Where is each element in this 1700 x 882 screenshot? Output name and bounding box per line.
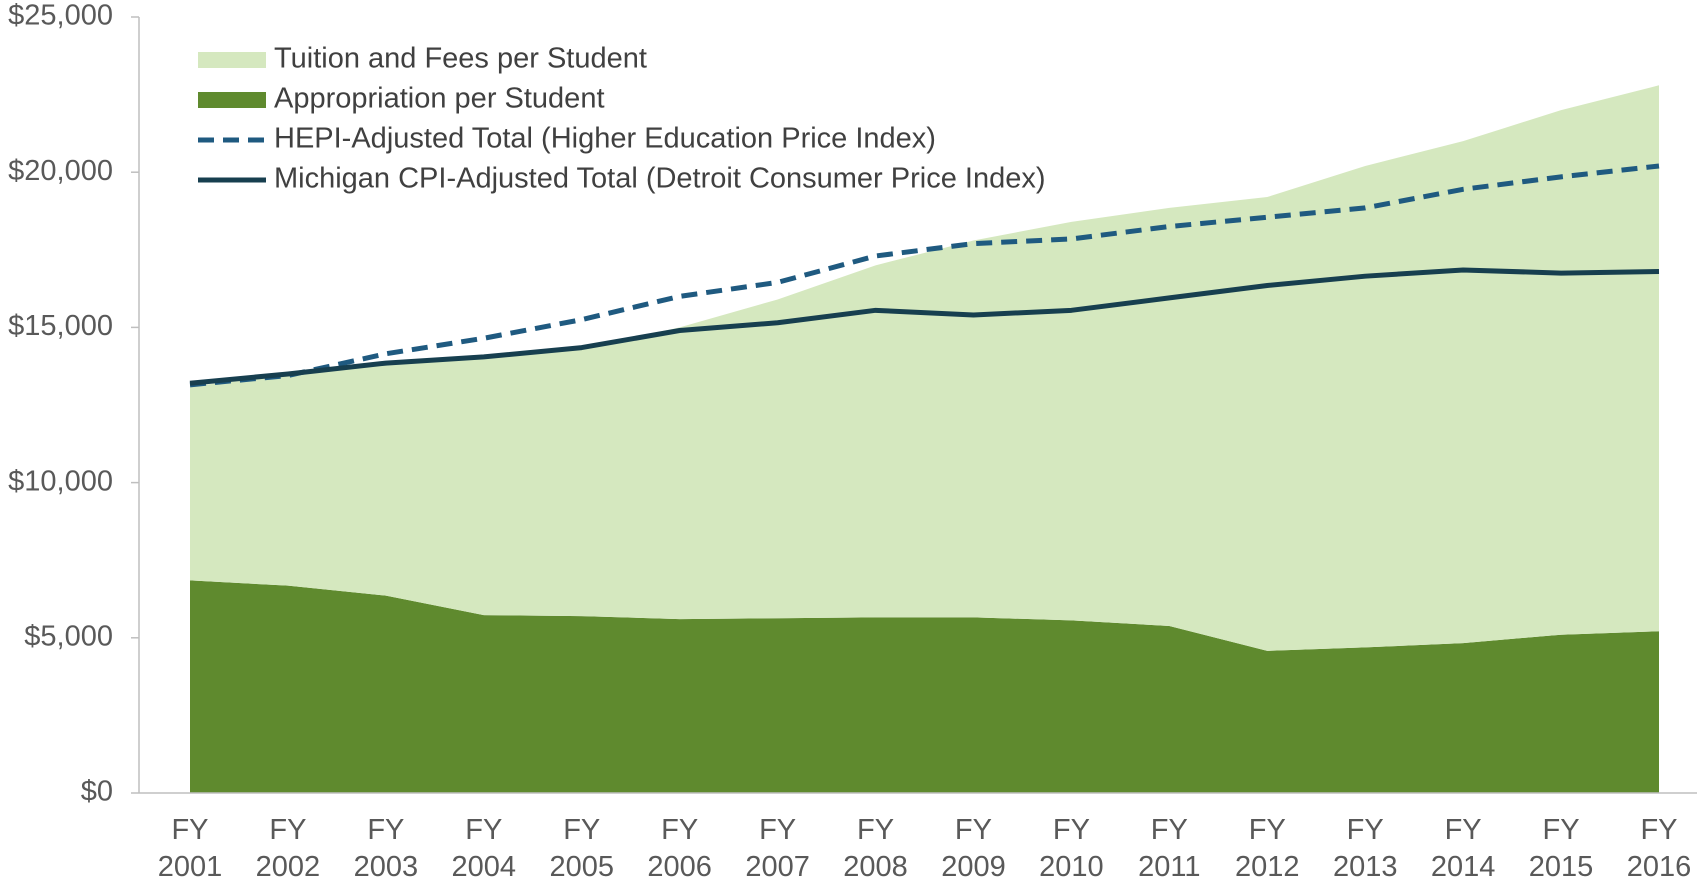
x-tick-label: FY 2008 (843, 814, 908, 882)
y-tick-label: $15,000 (8, 310, 113, 342)
x-tick-label: FY 2014 (1431, 814, 1496, 882)
x-tick-label: FY 2001 (158, 814, 223, 882)
y-tick-label: $0 (81, 776, 113, 808)
x-tick-label: FY 2003 (354, 814, 419, 882)
x-tick-label: FY 2010 (1039, 814, 1104, 882)
y-tick-label: $25,000 (8, 0, 113, 32)
x-tick-label: FY 2002 (256, 814, 321, 882)
area (190, 580, 1659, 793)
line (189, 267, 1660, 386)
x-tick-label: FY 2013 (1333, 814, 1398, 882)
y-tick-label: $10,000 (8, 465, 113, 497)
y-tick-label: $5,000 (24, 620, 113, 652)
x-tick-label: FY 2016 (1627, 814, 1692, 882)
legend-label: Tuition and Fees per Student (274, 43, 647, 75)
legend-swatch (198, 92, 266, 108)
x-tick-label: FY 2007 (745, 814, 810, 882)
x-tick-label: FY 2005 (549, 814, 614, 882)
x-tick-label: FY 2006 (647, 814, 712, 882)
legend-label: Appropriation per Student (274, 83, 605, 115)
x-tick-label: FY 2011 (1138, 814, 1200, 882)
legend-swatch (198, 52, 266, 68)
x-tick-label: FY 2009 (941, 814, 1006, 882)
y-tick-label: $20,000 (8, 155, 113, 187)
legend-label: HEPI-Adjusted Total (Higher Education Pr… (274, 123, 936, 155)
x-tick-label: FY 2012 (1235, 814, 1300, 882)
x-tick-label: FY 2015 (1529, 814, 1594, 882)
area (190, 85, 1659, 651)
x-tick-label: FY 2004 (452, 814, 517, 882)
line (189, 163, 1660, 388)
legend-label: Michigan CPI-Adjusted Total (Detroit Con… (274, 163, 1046, 195)
